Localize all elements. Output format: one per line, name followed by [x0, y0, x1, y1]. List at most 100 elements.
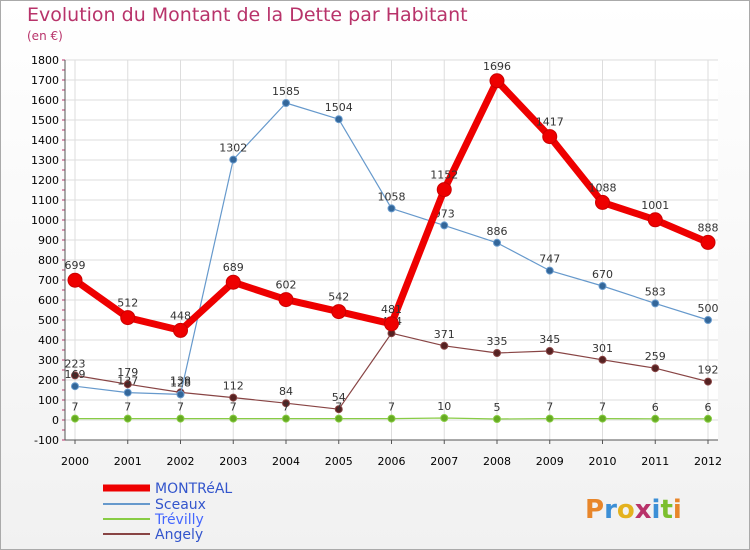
- data-point: [704, 316, 712, 324]
- data-point: [176, 390, 185, 399]
- data-point: [493, 415, 501, 423]
- data-point: [225, 274, 241, 290]
- chart-subtitle: (en €): [27, 29, 63, 43]
- data-point: [493, 238, 501, 247]
- data-label: 689: [223, 261, 244, 274]
- x-tick-label: 2012: [694, 455, 722, 468]
- data-label: 301: [592, 342, 613, 355]
- data-point: [651, 364, 660, 373]
- data-point: [598, 355, 607, 364]
- data-label: 7: [177, 401, 184, 414]
- x-tick-label: 2010: [589, 455, 617, 468]
- data-label: 7: [546, 401, 553, 414]
- data-label: 335: [487, 335, 508, 348]
- data-label: 1001: [641, 199, 669, 212]
- data-label: 6: [705, 401, 712, 414]
- x-tick-label: 2006: [378, 455, 406, 468]
- legend-label: MONTRéAL: [155, 481, 232, 497]
- data-label: 512: [117, 297, 138, 310]
- data-point: [440, 341, 449, 350]
- data-point: [334, 115, 343, 124]
- chart-title: Evolution du Montant de la Dette par Hab…: [27, 4, 468, 26]
- data-label: 448: [170, 309, 191, 322]
- data-point: [229, 155, 238, 164]
- data-label: 128: [170, 376, 191, 389]
- y-tick-label: 1600: [31, 94, 59, 107]
- data-point: [71, 414, 79, 423]
- data-point: [647, 212, 663, 228]
- y-tick-label: 300: [38, 354, 59, 367]
- x-tick-label: 2008: [483, 455, 511, 468]
- data-label: 500: [698, 302, 719, 315]
- x-tick-label: 2011: [641, 455, 669, 468]
- data-label: 7: [283, 401, 290, 414]
- data-label: 371: [434, 328, 455, 341]
- data-label: 54: [332, 391, 346, 404]
- y-tick-label: 800: [38, 254, 59, 267]
- y-tick-label: 1500: [31, 114, 59, 127]
- data-label: 138: [170, 374, 191, 387]
- data-point: [71, 371, 79, 380]
- y-tick-label: 1400: [31, 134, 59, 147]
- data-label: 137: [117, 375, 138, 388]
- data-point: [229, 414, 238, 423]
- data-label: 1058: [378, 190, 406, 203]
- y-tick-label: 1000: [31, 214, 59, 227]
- data-label: 1152: [430, 169, 458, 182]
- y-tick-label: 1100: [31, 194, 59, 207]
- data-point: [123, 388, 132, 397]
- data-point: [704, 377, 712, 386]
- data-label: 7: [388, 401, 395, 414]
- data-label: 223: [65, 357, 86, 370]
- data-label: 192: [698, 364, 719, 377]
- x-tick-label: 2001: [114, 455, 142, 468]
- data-point: [229, 393, 238, 402]
- x-tick-label: 2002: [167, 455, 195, 468]
- data-point: [334, 405, 343, 414]
- data-label: 747: [539, 253, 560, 266]
- data-label: 602: [276, 279, 297, 292]
- data-point: [176, 414, 185, 423]
- data-point: [120, 310, 136, 326]
- data-point: [387, 204, 396, 213]
- data-label: 7: [72, 401, 79, 414]
- legend-label: Sceaux: [155, 497, 206, 513]
- x-tick-label: 2009: [536, 455, 564, 468]
- y-tick-label: 1800: [31, 54, 59, 67]
- data-label: 259: [645, 350, 666, 363]
- x-tick-label: 2003: [219, 455, 247, 468]
- data-point: [282, 99, 290, 107]
- data-label: 1302: [219, 142, 247, 155]
- data-label: 1088: [589, 181, 617, 194]
- data-point: [123, 380, 132, 389]
- legend-label: Trévilly: [154, 512, 204, 528]
- y-tick-label: 0: [52, 414, 59, 427]
- data-label: 7: [230, 401, 237, 414]
- data-point: [545, 414, 554, 423]
- data-label: 1585: [272, 85, 300, 98]
- data-label: 7: [124, 401, 131, 414]
- x-tick-label: 2004: [272, 455, 300, 468]
- data-label: 1504: [325, 101, 353, 114]
- data-point: [71, 382, 79, 391]
- data-point: [651, 414, 660, 423]
- data-label: 1417: [536, 116, 564, 129]
- data-point: [542, 129, 558, 145]
- data-label: 7: [335, 401, 342, 414]
- data-point: [704, 414, 712, 423]
- data-point: [278, 292, 294, 308]
- data-point: [282, 399, 290, 408]
- y-tick-label: 1700: [31, 74, 59, 87]
- y-tick-label: 400: [38, 334, 59, 347]
- data-point: [331, 304, 347, 320]
- data-point: [493, 349, 501, 357]
- data-label: 10: [437, 400, 451, 413]
- data-label: 1696: [483, 60, 511, 73]
- y-tick-label: 1200: [31, 174, 59, 187]
- data-point: [700, 234, 716, 250]
- data-label: 7: [599, 401, 606, 414]
- data-label: 699: [65, 259, 86, 272]
- data-point: [595, 194, 610, 210]
- brand-logo: Proxiti: [585, 495, 682, 525]
